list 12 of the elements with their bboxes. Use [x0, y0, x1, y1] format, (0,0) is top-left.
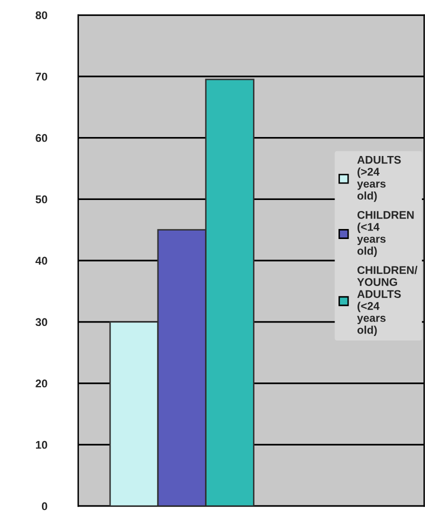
- y-tick-label: 30: [36, 318, 48, 326]
- legend-label: CHILDREN (<14 years old): [357, 211, 414, 257]
- y-tick-label: 60: [36, 134, 48, 142]
- y-tick-label: 10: [36, 440, 48, 449]
- y-tick-label: 50: [36, 195, 48, 204]
- y-tick-label: 80: [36, 11, 48, 20]
- y-tick-label: 40: [35, 256, 48, 265]
- y-tick-label: 20: [36, 380, 48, 388]
- y-tick-label: 0: [42, 502, 48, 510]
- legend-label: CHILDREN/YOUNG ADULTS (<24 years old): [357, 266, 418, 336]
- y-tick-label: 70: [36, 72, 48, 81]
- legend-label: ADULTS (>24 years old): [357, 156, 401, 202]
